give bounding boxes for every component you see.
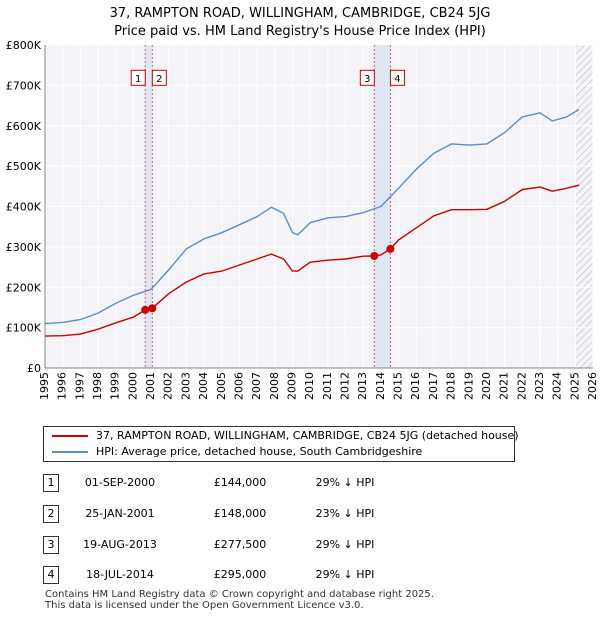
footer-copyright: Contains HM Land Registry data © Crown c…	[45, 589, 434, 600]
transaction-hpi-diff: 23% ↓ HPI	[315, 507, 375, 520]
transaction-price: £144,000	[213, 476, 267, 489]
x-tick-label: 2023	[533, 372, 546, 400]
transaction-date: 25-JAN-2001	[85, 507, 155, 520]
x-tick-label: 2022	[515, 372, 528, 400]
x-tick-label: 2020	[480, 372, 493, 400]
x-tick-label: 2019	[462, 372, 475, 400]
transaction-date: 18-JUL-2014	[86, 568, 154, 581]
transaction-marker-label: 4	[394, 74, 400, 85]
transaction-number: 4	[43, 566, 59, 584]
x-tick-label: 2004	[197, 372, 210, 400]
x-tick-label: 1996	[56, 372, 69, 400]
legend-swatch-property	[52, 435, 88, 437]
y-tick-label: £700K	[6, 79, 42, 92]
transaction-price: £148,000	[213, 507, 267, 520]
x-tick-label: 2016	[409, 372, 422, 400]
price-chart: 1 2 3 4 £0 £100K £200K £300K £400K £500K £600K £70…	[6, 39, 599, 400]
transaction-point	[386, 244, 395, 253]
transaction-date: 19-AUG-2013	[83, 538, 157, 551]
x-tick-label: 2025	[568, 372, 581, 400]
transaction-hpi-diff: 29% ↓ HPI	[315, 476, 375, 489]
x-tick-label: 2021	[498, 372, 511, 400]
x-tick-label: 2010	[303, 372, 316, 400]
transaction-marker-box	[151, 69, 167, 86]
x-tick-label: 1995	[38, 372, 51, 400]
x-tick-label: 2015	[392, 372, 405, 400]
x-tick-label: 1997	[73, 372, 86, 400]
x-tick-label: 1998	[91, 372, 104, 400]
table-row: 2 25-JAN-2001 £148,000 23% ↓ HPI	[0, 504, 600, 524]
legend-label-property: 37, RAMPTON ROAD, WILLINGHAM, CAMBRIDGE,…	[96, 429, 519, 442]
transaction-shade	[145, 45, 153, 368]
table-row: 4 18-JUL-2014 £295,000 29% ↓ HPI	[0, 565, 600, 585]
chart-title-line2: Price paid vs. HM Land Registry's House …	[114, 24, 486, 39]
y-tick-label: £500K	[6, 160, 42, 173]
y-tick-label: £400K	[6, 201, 42, 214]
legend-swatch-hpi	[52, 451, 88, 453]
x-tick-label: 2026	[586, 372, 599, 400]
transaction-point	[141, 305, 150, 314]
transaction-marker-box	[389, 69, 405, 86]
transaction-point	[370, 251, 379, 260]
x-tick-label: 2002	[162, 372, 175, 400]
x-tick-label: 2024	[551, 372, 564, 400]
x-tick-label: 2008	[268, 372, 281, 400]
transaction-price: £295,000	[213, 568, 267, 581]
transaction-shade	[374, 45, 391, 368]
x-tick-label: 2006	[232, 372, 245, 400]
x-tick-label: 2000	[126, 372, 139, 400]
transaction-date: 01-SEP-2000	[84, 476, 156, 489]
x-tick-label: 2009	[285, 372, 298, 400]
x-tick-label: 2003	[179, 372, 192, 400]
x-tick-label: 2018	[445, 372, 458, 400]
x-tick-label: 2014	[374, 372, 387, 400]
y-tick-label: £200K	[6, 281, 42, 294]
y-tick-label: £100K	[6, 322, 42, 335]
transaction-number: 1	[43, 474, 59, 492]
transaction-price: £277,500	[213, 538, 267, 551]
x-tick-label: 1999	[109, 372, 122, 400]
transaction-number: 3	[43, 536, 59, 554]
table-row: 3 19-AUG-2013 £277,500 29% ↓ HPI	[0, 535, 600, 555]
y-tick-label: £800K	[6, 39, 42, 52]
legend-label-hpi: HPI: Average price, detached house, Sout…	[96, 445, 423, 458]
x-tick-label: 2011	[321, 372, 334, 400]
y-tick-label: £0	[27, 362, 41, 375]
transaction-hpi-diff: 29% ↓ HPI	[315, 568, 375, 581]
x-tick-label: 2001	[144, 372, 157, 400]
transaction-point	[148, 304, 157, 313]
y-tick-label: £300K	[6, 241, 42, 254]
transaction-marker-box	[359, 69, 375, 86]
x-tick-label: 2005	[215, 372, 228, 400]
y-tick-label: £600K	[6, 120, 42, 133]
transaction-marker-box	[130, 69, 146, 86]
transaction-marker-label: 3	[364, 74, 370, 85]
table-row: 1 01-SEP-2000 £144,000 29% ↓ HPI	[0, 473, 600, 493]
x-tick-label: 2007	[250, 372, 263, 400]
transaction-marker-label: 2	[156, 74, 162, 85]
transaction-hpi-diff: 29% ↓ HPI	[315, 538, 375, 551]
footer-licence: This data is licensed under the Open Gov…	[45, 600, 364, 611]
hpi-series-line	[44, 108, 580, 325]
chart-title-line1: 37, RAMPTON ROAD, WILLINGHAM, CAMBRIDGE,…	[109, 6, 491, 21]
x-tick-label: 2013	[356, 372, 369, 400]
transaction-marker-label: 1	[135, 74, 141, 85]
x-tick-label: 2012	[339, 372, 352, 400]
x-tick-label: 2017	[427, 372, 440, 400]
transaction-number: 2	[43, 505, 59, 523]
chart-legend: 37, RAMPTON ROAD, WILLINGHAM, CAMBRIDGE,…	[43, 426, 519, 462]
